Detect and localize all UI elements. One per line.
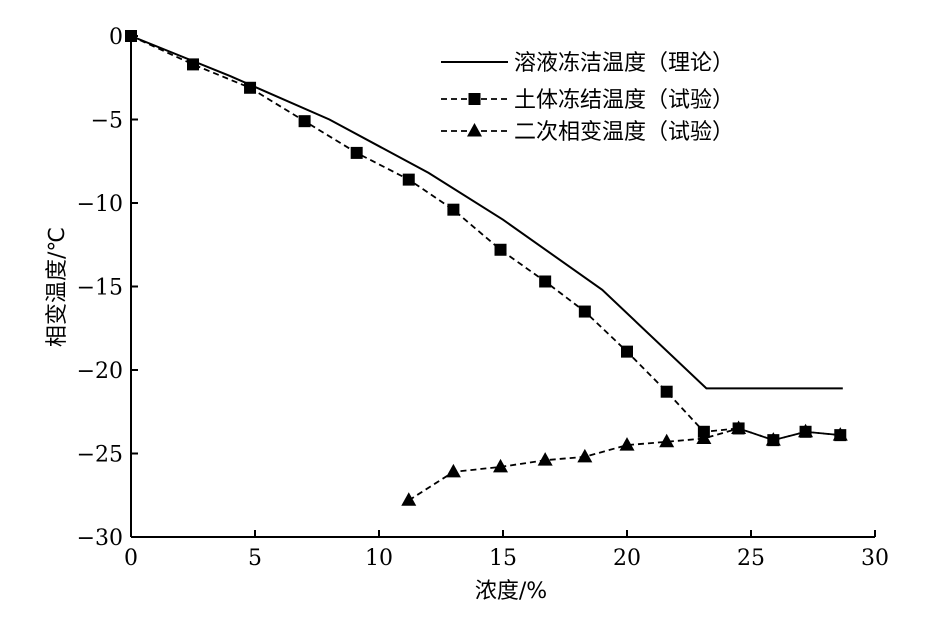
data-point <box>660 385 673 398</box>
data-point <box>401 492 417 506</box>
data-point <box>493 458 509 473</box>
data-point <box>402 173 415 186</box>
data-point <box>832 427 848 441</box>
x-axis-label: 浓度/% <box>475 579 547 604</box>
x-tick-label: 20 <box>613 546 641 571</box>
series-line <box>130 35 843 390</box>
x-tick-label: 5 <box>248 546 262 571</box>
legend-entry: 溶液冻洁温度（理论） <box>514 51 734 76</box>
y-tick-label: −15 <box>77 276 123 301</box>
tick-marks <box>130 35 876 538</box>
y-tick-label: −5 <box>91 109 123 134</box>
y-tick-label: −20 <box>77 359 123 384</box>
x-tick-label: 0 <box>124 546 138 571</box>
data-point <box>578 305 591 318</box>
y-tick-label: −25 <box>77 443 123 468</box>
x-tick-label: 15 <box>489 546 517 571</box>
data-point <box>187 58 199 71</box>
y-tick-label: 0 <box>109 25 123 50</box>
x-tick-label: 25 <box>737 546 765 571</box>
axes <box>130 32 875 538</box>
series-layer <box>125 30 848 506</box>
y-tick-label: −10 <box>77 192 123 217</box>
data-point <box>494 243 507 256</box>
data-point <box>619 437 635 451</box>
data-point <box>539 275 552 288</box>
series-0 <box>130 35 843 390</box>
x-tick-label: 10 <box>365 546 393 571</box>
data-point <box>537 452 553 466</box>
legend-entry: 土体冻结温度（试验） <box>514 88 734 113</box>
tick-labels: 0 5 10 15 20 25 30 0 −5 −10 −15 −20 −25 −30 <box>77 25 889 571</box>
x-tick-label: 30 <box>861 546 889 571</box>
data-point <box>577 448 593 463</box>
series-2 <box>401 420 848 506</box>
series-1 <box>125 30 847 447</box>
data-point <box>621 345 633 358</box>
data-point <box>731 420 747 434</box>
data-point <box>765 432 781 446</box>
legend-marker <box>468 93 481 105</box>
legend-entry: 二次相变温度（试验） <box>514 120 734 145</box>
legend: 溶液冻洁温度（理论） 土体冻结温度（试验） 二次相变温度（试验） <box>441 51 734 145</box>
data-point <box>350 146 363 159</box>
data-point <box>244 81 257 94</box>
data-point <box>696 430 712 444</box>
legend-marker <box>467 123 482 137</box>
data-point <box>445 463 461 478</box>
y-axis-label: 相变温度/℃ <box>45 227 70 347</box>
data-point <box>798 423 814 438</box>
data-point <box>447 203 460 216</box>
y-tick-label: −30 <box>77 526 123 551</box>
data-point <box>659 433 675 448</box>
data-point <box>125 30 137 42</box>
series-line <box>408 427 841 502</box>
data-point <box>298 115 311 128</box>
